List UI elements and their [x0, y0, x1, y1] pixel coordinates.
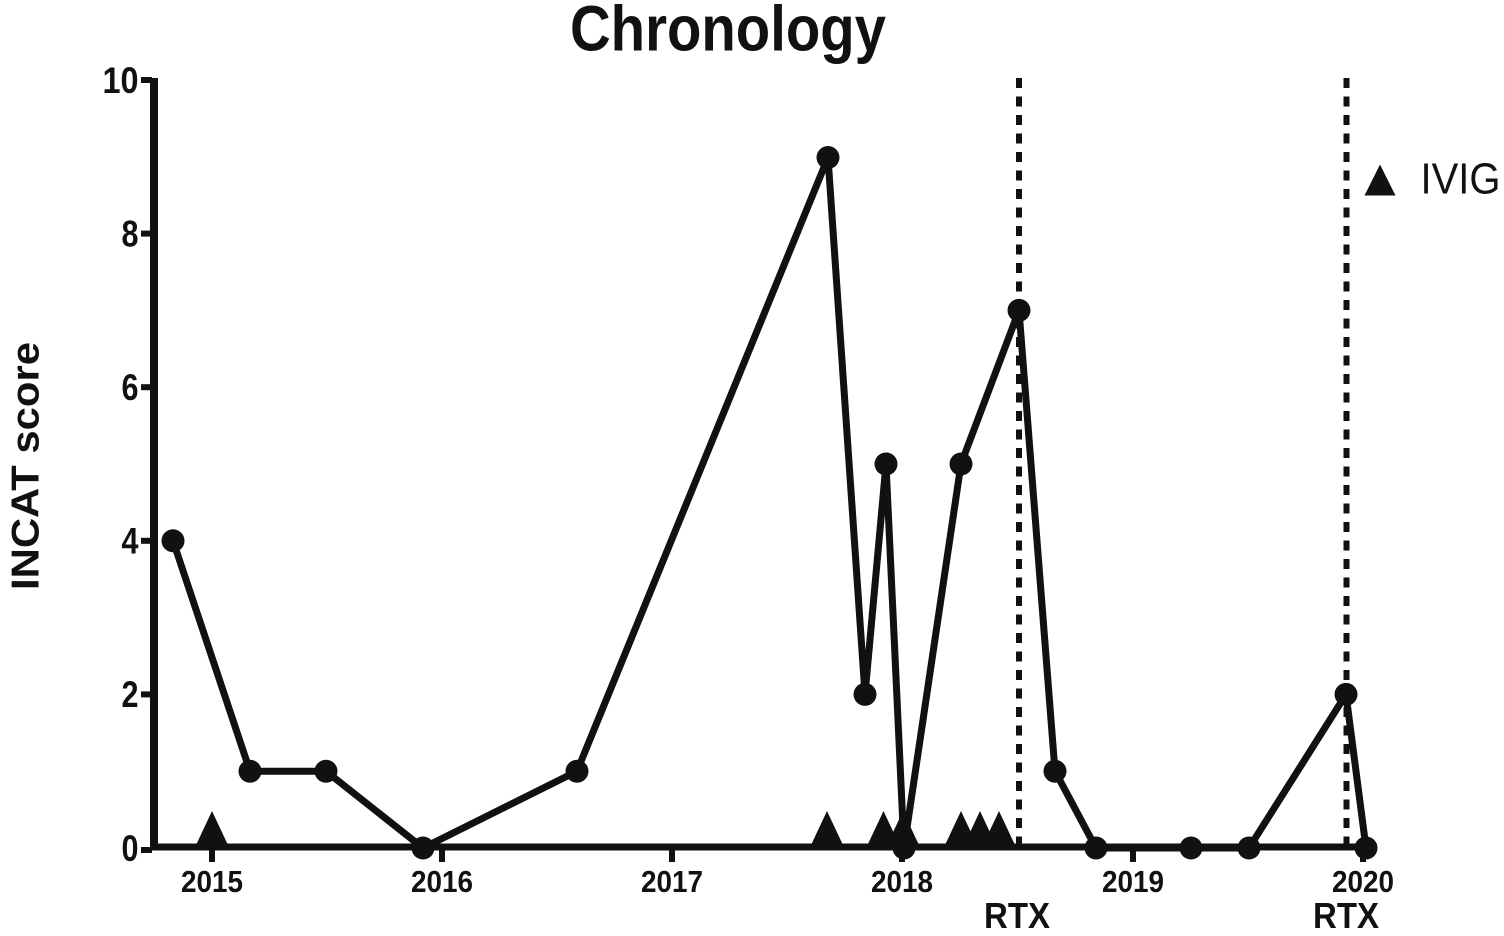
svg-text:INCAT score: INCAT score — [5, 342, 48, 590]
svg-text:2015: 2015 — [181, 864, 243, 899]
svg-text:4: 4 — [122, 521, 139, 562]
svg-text:RTX: RTX — [984, 895, 1050, 936]
svg-text:0: 0 — [122, 828, 139, 869]
svg-text:2: 2 — [122, 674, 139, 715]
svg-text:8: 8 — [122, 213, 139, 254]
svg-text:2019: 2019 — [1102, 864, 1164, 899]
svg-text:10: 10 — [103, 60, 139, 101]
svg-text:2018: 2018 — [871, 864, 933, 899]
svg-text:Chronology: Chronology — [570, 0, 886, 65]
svg-text:2020: 2020 — [1332, 864, 1394, 899]
svg-text:IVIG: IVIG — [1421, 156, 1501, 204]
svg-text:RTX: RTX — [1313, 895, 1379, 936]
svg-text:6: 6 — [122, 367, 139, 408]
svg-text:2016: 2016 — [411, 864, 473, 899]
svg-text:2017: 2017 — [641, 864, 703, 899]
